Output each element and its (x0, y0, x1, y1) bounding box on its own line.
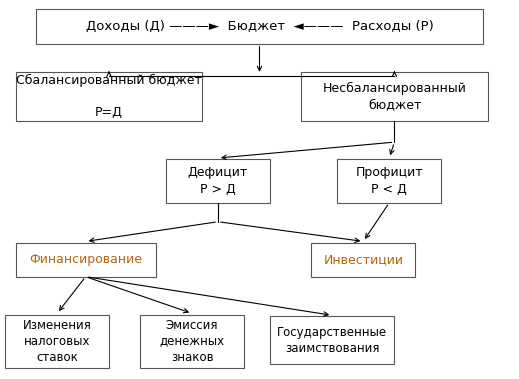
FancyBboxPatch shape (5, 315, 109, 368)
Text: Несбалансированный
бюджет: Несбалансированный бюджет (322, 82, 467, 111)
Text: Государственные
заимствования: Государственные заимствования (277, 326, 387, 355)
FancyBboxPatch shape (36, 9, 483, 44)
Text: Профицит
Р < Д: Профицит Р < Д (356, 166, 423, 196)
FancyBboxPatch shape (337, 159, 441, 203)
Text: Эмиссия
денежных
знаков: Эмиссия денежных знаков (159, 319, 225, 363)
FancyBboxPatch shape (301, 72, 488, 121)
Text: Дефицит
Р > Д: Дефицит Р > Д (188, 166, 248, 196)
Text: Инвестиции: Инвестиции (323, 253, 403, 266)
Text: Изменения
налоговых
ставок: Изменения налоговых ставок (23, 319, 91, 363)
FancyBboxPatch shape (140, 315, 244, 368)
FancyBboxPatch shape (311, 243, 415, 277)
FancyBboxPatch shape (16, 243, 156, 277)
Text: Финансирование: Финансирование (29, 253, 142, 266)
FancyBboxPatch shape (270, 316, 394, 364)
Text: Сбалансированный бюджет

Р=Д: Сбалансированный бюджет Р=Д (16, 74, 202, 119)
Text: Доходы (Д) ———►  Бюджет  ◄———  Расходы (Р): Доходы (Д) ———► Бюджет ◄——— Расходы (Р) (86, 20, 433, 33)
FancyBboxPatch shape (16, 72, 202, 121)
FancyBboxPatch shape (166, 159, 270, 203)
